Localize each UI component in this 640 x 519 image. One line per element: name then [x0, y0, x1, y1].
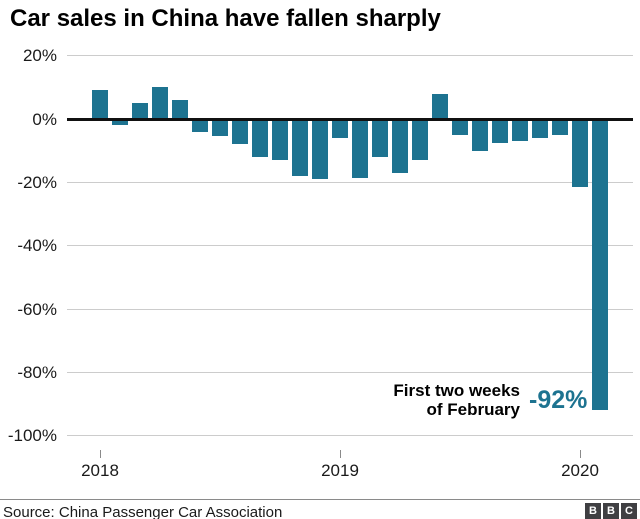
y-tick-label--80: -80% — [17, 362, 57, 382]
bar-apr-2018 — [152, 87, 168, 119]
bar-apr-2019 — [392, 119, 408, 173]
bar-aug-2019 — [472, 119, 488, 151]
gridline--40 — [67, 245, 633, 247]
bar-nov-2018 — [292, 119, 308, 176]
y-tick-label--20: -20% — [17, 172, 57, 192]
y-tick-label-20: 20% — [22, 46, 57, 66]
x-tick-2019 — [340, 450, 341, 458]
gridline--60 — [67, 308, 633, 310]
gridline-20 — [67, 55, 633, 57]
source-text: Source: China Passenger Car Association — [3, 504, 283, 519]
y-tick-label--60: -60% — [17, 299, 57, 319]
annotation-line-1: First two weeks — [393, 381, 520, 400]
gridline--80 — [67, 371, 633, 373]
footer: Source: China Passenger Car Association … — [0, 499, 640, 519]
bar-may-2019 — [412, 119, 428, 161]
bar-sep-2019 — [492, 119, 508, 143]
bar-feb-2018 — [112, 119, 128, 126]
gridline--20 — [67, 181, 633, 183]
bar-oct-2019 — [512, 119, 528, 142]
bbc-logo-letter-b1: B — [585, 503, 601, 519]
bar-dec-2018 — [312, 119, 328, 180]
annotation-text: First two weeks of February — [393, 381, 520, 419]
bar-jul-2019 — [452, 119, 468, 135]
bar-jun-2019 — [432, 93, 448, 119]
annotation-line-2: of February — [426, 400, 520, 419]
x-tick-2018 — [100, 450, 101, 458]
x-tick-label-2019: 2019 — [321, 461, 359, 480]
bar-feb-2019 — [352, 119, 368, 178]
bar-may-2018 — [172, 99, 188, 119]
bar-jan-2019 — [332, 119, 348, 138]
bar-first-two-weeks-of-february-2020 — [592, 119, 608, 411]
bbc-logo-letter-b2: B — [603, 503, 619, 519]
bar-nov-2019 — [532, 119, 548, 138]
bbc-logo: B B C — [585, 503, 637, 519]
x-tick-2020 — [580, 450, 581, 458]
bar-dec-2019 — [552, 119, 568, 135]
bar-mar-2018 — [132, 103, 148, 119]
y-tick-label--100: -100% — [7, 426, 57, 446]
bar-jun-2018 — [192, 119, 208, 132]
bar-sep-2018 — [252, 119, 268, 157]
bar-oct-2018 — [272, 119, 288, 161]
annotation-value-label: -92% — [529, 386, 588, 414]
y-tick-label-0: 0% — [32, 109, 57, 129]
gridline--100 — [67, 435, 633, 437]
x-tick-label-2020: 2020 — [561, 461, 599, 480]
bbc-logo-letter-c: C — [621, 503, 637, 519]
zero-axis-line — [67, 117, 633, 121]
chart-title: Car sales in China have fallen sharply — [10, 5, 441, 32]
x-tick-label-2018: 2018 — [81, 461, 119, 480]
bar-jul-2018 — [212, 119, 228, 137]
bar-jan-2018 — [92, 90, 108, 119]
bar-mar-2019 — [372, 119, 388, 157]
y-tick-label--40: -40% — [17, 236, 57, 256]
bar-aug-2018 — [232, 119, 248, 145]
bar-jan-2020 — [572, 119, 588, 188]
